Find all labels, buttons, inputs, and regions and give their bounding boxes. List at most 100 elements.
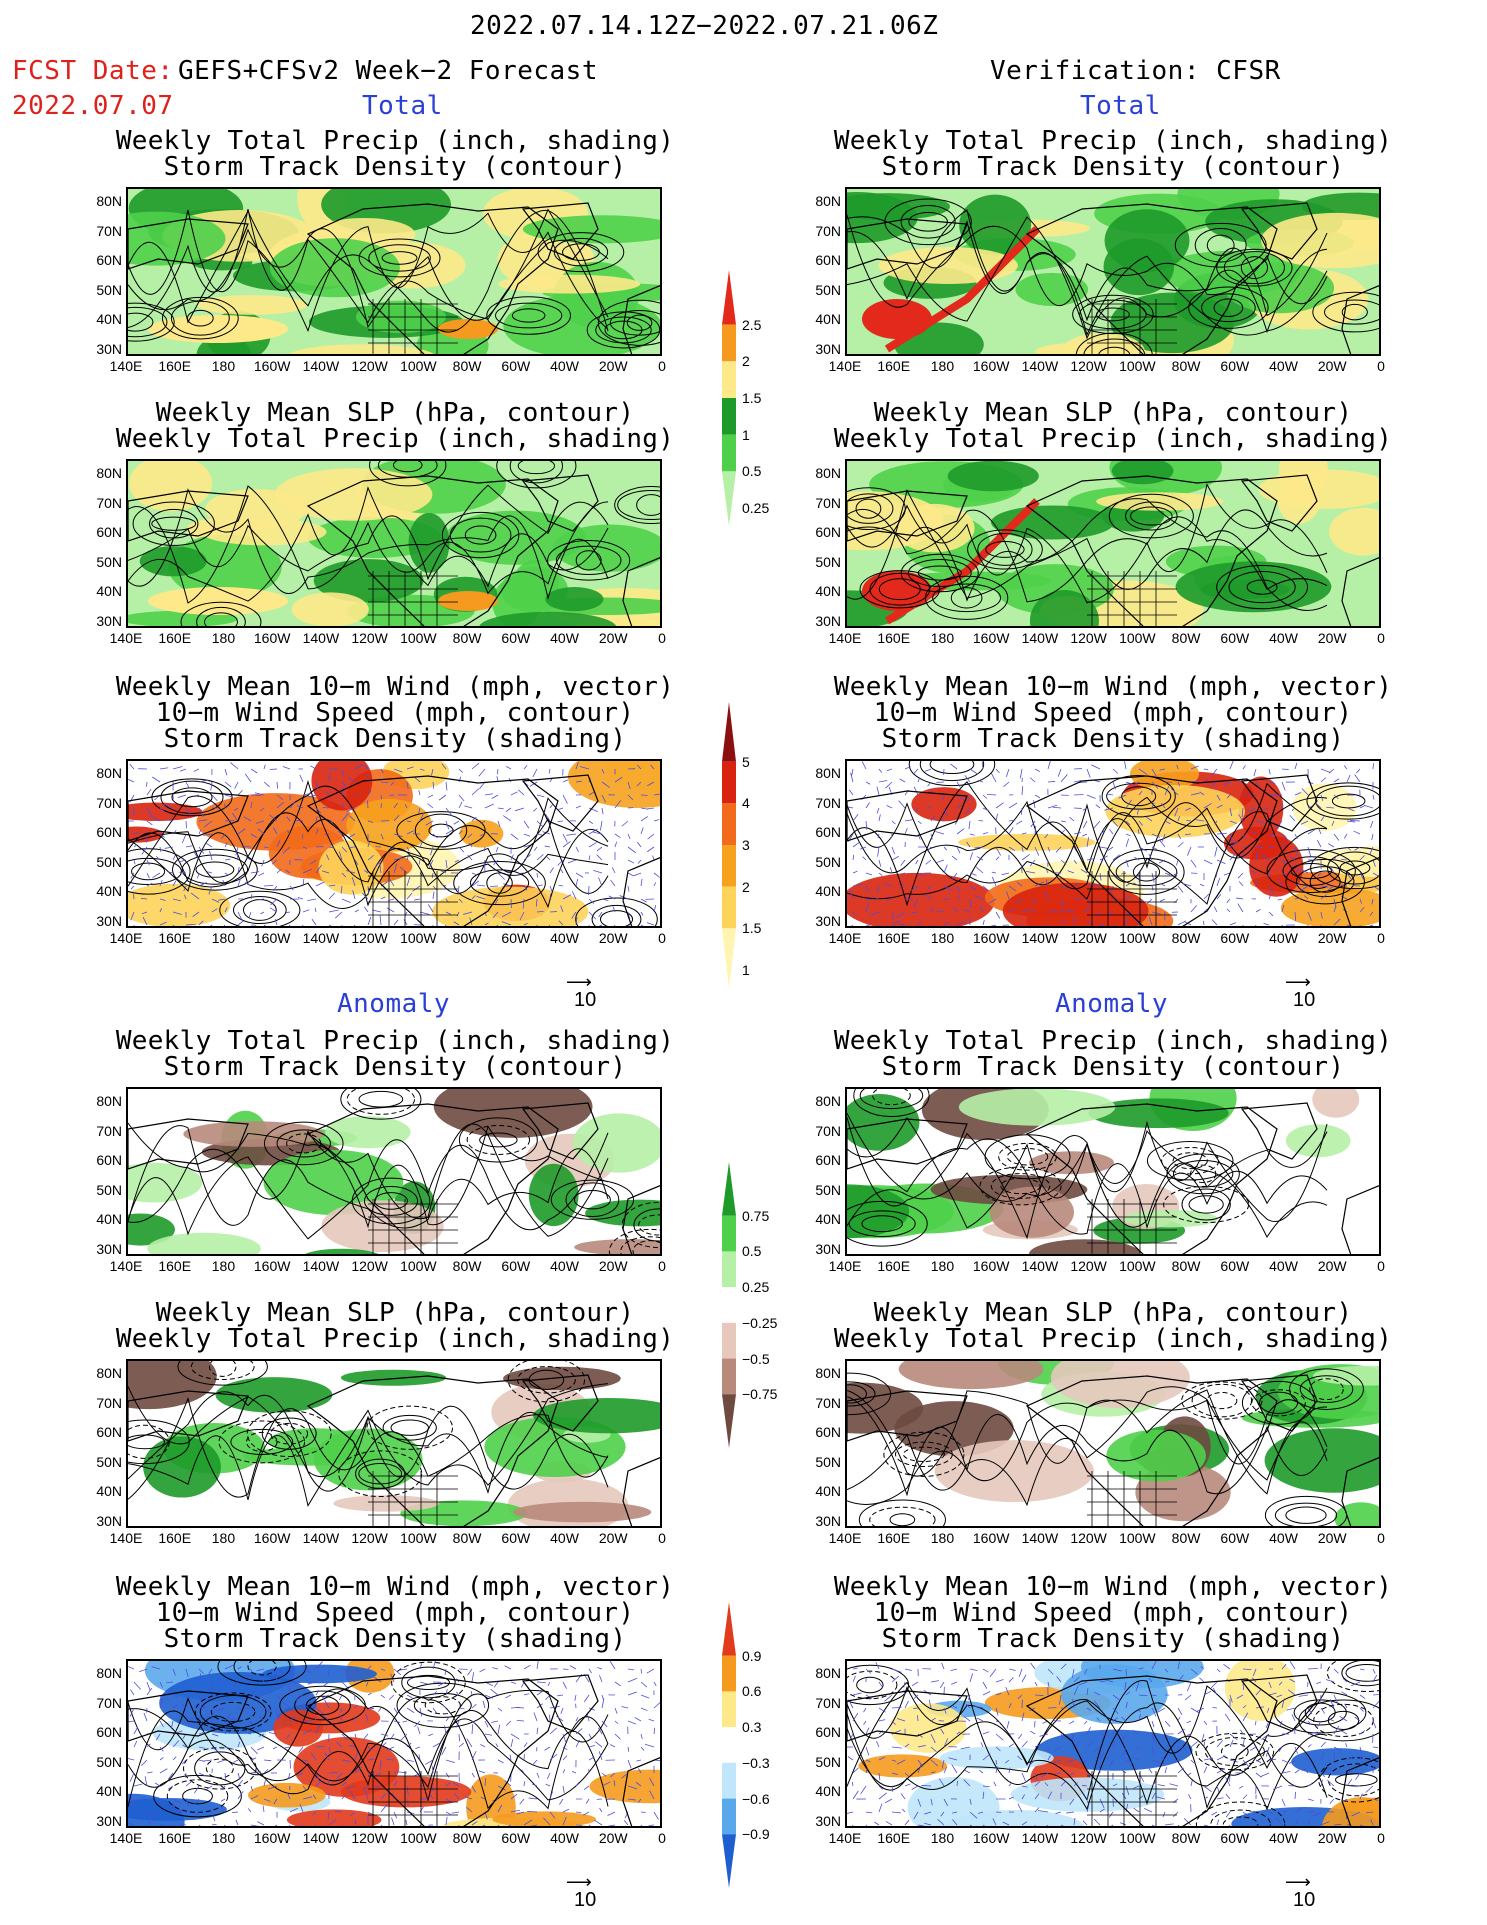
map-panel bbox=[845, 459, 1381, 628]
lat-label: 70N bbox=[96, 1394, 122, 1411]
lon-label: 20W bbox=[598, 358, 628, 374]
lon-label: 180 bbox=[211, 1530, 236, 1546]
panel-title-line: Weekly Mean SLP (hPa, contour) bbox=[155, 398, 635, 428]
map-graphic bbox=[128, 761, 660, 926]
lon-label: 160E bbox=[158, 1830, 192, 1846]
lon-label: 80W bbox=[452, 930, 482, 946]
lon-label: 140W bbox=[302, 630, 340, 646]
map-graphic bbox=[128, 1661, 660, 1826]
colorbar-label: 0.5 bbox=[742, 463, 762, 480]
colorbar-label: 1 bbox=[742, 962, 750, 978]
lat-label: 80N bbox=[96, 1665, 122, 1681]
map-graphic bbox=[847, 189, 1379, 354]
panel-title-line: 10−m Wind Speed (mph, contour) bbox=[155, 1598, 635, 1628]
lon-label: 40W bbox=[550, 1530, 579, 1546]
lat-label: 60N bbox=[96, 824, 122, 840]
lon-label: 140E bbox=[109, 930, 143, 946]
colorbar-label: 2 bbox=[742, 353, 750, 370]
lat-label: 80N bbox=[815, 1365, 841, 1381]
lon-label: 180 bbox=[211, 1258, 236, 1274]
lon-label: 20W bbox=[1317, 1830, 1347, 1846]
lon-label: 140E bbox=[828, 1530, 862, 1546]
colorbar-segment bbox=[722, 1322, 736, 1359]
colorbar-label: 0.25 bbox=[742, 500, 770, 516]
lat-label: 70N bbox=[96, 1694, 122, 1711]
lon-label: 180 bbox=[211, 630, 236, 646]
colorbar-segment bbox=[722, 398, 736, 435]
lon-label: 160W bbox=[972, 358, 1010, 374]
lon-label: 40W bbox=[550, 630, 579, 646]
lon-label: 60W bbox=[501, 930, 531, 946]
lat-label: 60N bbox=[815, 1724, 841, 1740]
lat-label: 40N bbox=[96, 1783, 122, 1799]
lat-label: 80N bbox=[815, 1093, 841, 1109]
lon-label: 160E bbox=[877, 358, 911, 374]
lon-label: 80W bbox=[452, 1830, 482, 1846]
colorbar-segment bbox=[722, 845, 736, 887]
lon-label: 40W bbox=[1269, 1258, 1298, 1274]
map-panel bbox=[845, 1359, 1381, 1528]
lon-label: 0 bbox=[1377, 358, 1385, 374]
lat-label: 60N bbox=[815, 524, 841, 540]
lon-label: 160E bbox=[158, 930, 192, 946]
colorbar-label: 2.5 bbox=[742, 316, 762, 333]
lat-label: 50N bbox=[96, 553, 122, 570]
lon-label: 60W bbox=[1220, 1830, 1250, 1846]
lon-label: 120W bbox=[351, 1830, 388, 1846]
lon-label: 140E bbox=[828, 630, 862, 646]
lon-label: 140W bbox=[1021, 1830, 1059, 1846]
lon-label: 140E bbox=[109, 1830, 143, 1846]
lon-label: 100W bbox=[400, 1830, 437, 1846]
lat-label: 30N bbox=[815, 1240, 841, 1257]
lat-label: 30N bbox=[96, 612, 122, 629]
vector-reference-label: 10 bbox=[574, 989, 597, 1011]
lon-label: 40W bbox=[550, 1830, 579, 1846]
lon-label: 120W bbox=[1070, 1830, 1107, 1846]
lat-label: 40N bbox=[815, 311, 841, 327]
panel-title-line: Storm Track Density (contour) bbox=[881, 152, 1345, 182]
lon-label: 160W bbox=[972, 930, 1010, 946]
lon-label: 100W bbox=[1119, 930, 1156, 946]
map-graphic bbox=[128, 1361, 660, 1526]
colorbar-label: −0.75 bbox=[742, 1386, 778, 1403]
lon-label: 60W bbox=[1220, 630, 1250, 646]
lon-label: 80W bbox=[1171, 358, 1201, 374]
lon-label: 160W bbox=[972, 1830, 1010, 1846]
lat-label: 30N bbox=[96, 1240, 122, 1257]
lat-label: 70N bbox=[96, 222, 122, 239]
lon-label: 160E bbox=[877, 630, 911, 646]
lon-label: 100W bbox=[400, 1258, 437, 1274]
panel-title-line: Weekly Total Precip (inch, shading) bbox=[115, 126, 675, 156]
lon-label: 40W bbox=[1269, 930, 1298, 946]
lon-label: 0 bbox=[658, 358, 666, 374]
lon-label: 80W bbox=[1171, 930, 1201, 946]
panel-title-line: Weekly Mean 10−m Wind (mph, vector) bbox=[833, 672, 1393, 702]
panel-title-line: Weekly Total Precip (inch, shading) bbox=[115, 1324, 675, 1354]
lon-label: 60W bbox=[501, 630, 531, 646]
lon-label: 140W bbox=[1021, 630, 1059, 646]
panel-title-line: Storm Track Density (contour) bbox=[163, 1052, 627, 1082]
map-graphic bbox=[847, 1661, 1379, 1826]
lon-label: 80W bbox=[452, 1258, 482, 1274]
lat-label: 50N bbox=[815, 853, 841, 870]
panel-title-line: Weekly Mean 10−m Wind (mph, vector) bbox=[115, 672, 675, 702]
lon-label: 120W bbox=[1070, 630, 1107, 646]
lat-label: 50N bbox=[96, 1753, 122, 1770]
main-title: 2022.07.14.12Z−2022.07.21.06Z bbox=[470, 11, 939, 41]
lat-label: 80N bbox=[96, 465, 122, 481]
map-graphic bbox=[847, 1089, 1379, 1254]
fcst-date-label: FCST Date: bbox=[12, 56, 174, 86]
forecast-title: GEFS+CFSv2 Week−2 Forecast bbox=[178, 56, 598, 86]
lon-label: 60W bbox=[501, 1830, 531, 1846]
colorbar-segment bbox=[722, 324, 736, 362]
lat-label: 60N bbox=[815, 252, 841, 268]
colorbar-label: 1.5 bbox=[742, 390, 762, 406]
lat-label: 80N bbox=[96, 1093, 122, 1109]
lon-label: 20W bbox=[1317, 1530, 1347, 1546]
section-total-right: Total bbox=[1080, 91, 1161, 121]
lon-label: 40W bbox=[1269, 1830, 1298, 1846]
section-anomaly-right: Anomaly bbox=[1055, 989, 1169, 1019]
lon-label: 160W bbox=[253, 1830, 291, 1846]
lat-label: 30N bbox=[815, 1512, 841, 1529]
lon-label: 160E bbox=[158, 630, 192, 646]
